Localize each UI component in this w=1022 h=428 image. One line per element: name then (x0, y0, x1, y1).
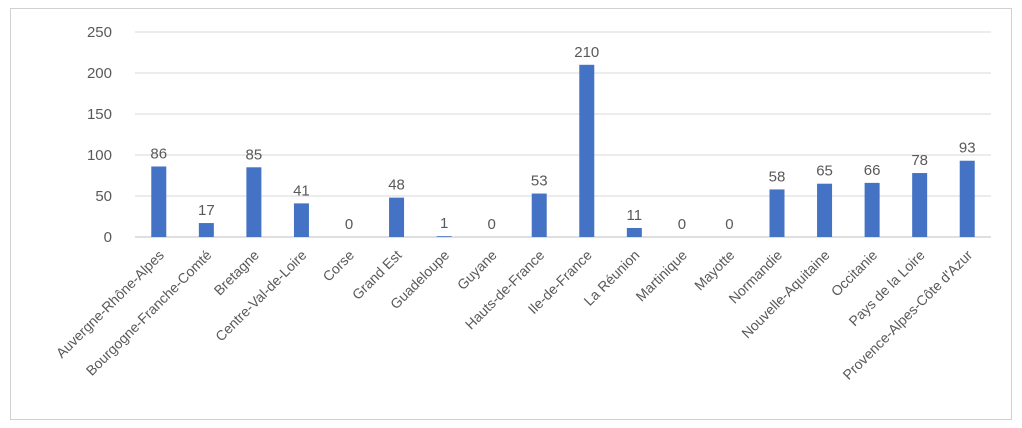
chart-frame (10, 8, 1012, 420)
x-tick-label: Corse (319, 247, 357, 285)
data-label: 41 (293, 182, 310, 199)
data-label: 0 (678, 216, 686, 233)
data-label: 0 (725, 216, 733, 233)
bar (864, 182, 880, 237)
bar (531, 193, 547, 237)
data-label: 11 (627, 207, 643, 224)
bar (579, 64, 595, 237)
bar (151, 166, 167, 237)
bar (959, 160, 975, 237)
data-label: 0 (345, 216, 353, 233)
x-axis: Auvergne-Rhône-AlpesBourgogne-Franche-Co… (53, 247, 976, 383)
y-tick-label: 100 (87, 147, 112, 164)
data-label: 86 (150, 145, 167, 162)
x-tick-label: Guyane (454, 247, 500, 293)
y-tick-label: 200 (87, 65, 112, 82)
bars (151, 64, 975, 237)
data-label: 17 (198, 202, 215, 219)
y-tick-label: 50 (95, 188, 112, 205)
y-tick-label: 150 (87, 106, 112, 123)
data-label: 85 (246, 146, 263, 163)
data-label: 93 (959, 140, 976, 157)
y-tick-label: 250 (87, 24, 112, 41)
x-tick-label: Nouvelle-Aquitaine (738, 247, 833, 342)
x-tick-label: Martinique (632, 247, 690, 305)
data-label: 210 (574, 44, 599, 61)
data-label: 65 (816, 163, 833, 180)
data-label: 66 (864, 162, 881, 179)
y-axis: 0 50 100 150 200 250 (87, 24, 112, 246)
data-label: 48 (388, 177, 405, 194)
data-labels: 86 17 85 41 0 48 1 0 53 210 11 0 0 58 65 66 78 93 (150, 44, 975, 233)
bar (817, 183, 833, 237)
bar (389, 197, 405, 237)
data-label: 58 (769, 168, 786, 185)
x-tick-label: Mayotte (691, 247, 738, 294)
bar (436, 236, 452, 237)
data-label: 0 (487, 216, 495, 233)
data-label: 1 (440, 215, 448, 232)
bar (198, 223, 214, 237)
data-label: 78 (911, 152, 928, 169)
bar (246, 167, 262, 237)
bar (626, 227, 642, 237)
gridlines (135, 31, 991, 238)
y-tick-label: 0 (104, 229, 112, 246)
bar (769, 189, 785, 237)
data-label: 53 (531, 173, 548, 190)
bar (293, 203, 309, 237)
x-tick-label: Centre-Val-de-Loire (212, 247, 310, 345)
bar (912, 173, 928, 237)
